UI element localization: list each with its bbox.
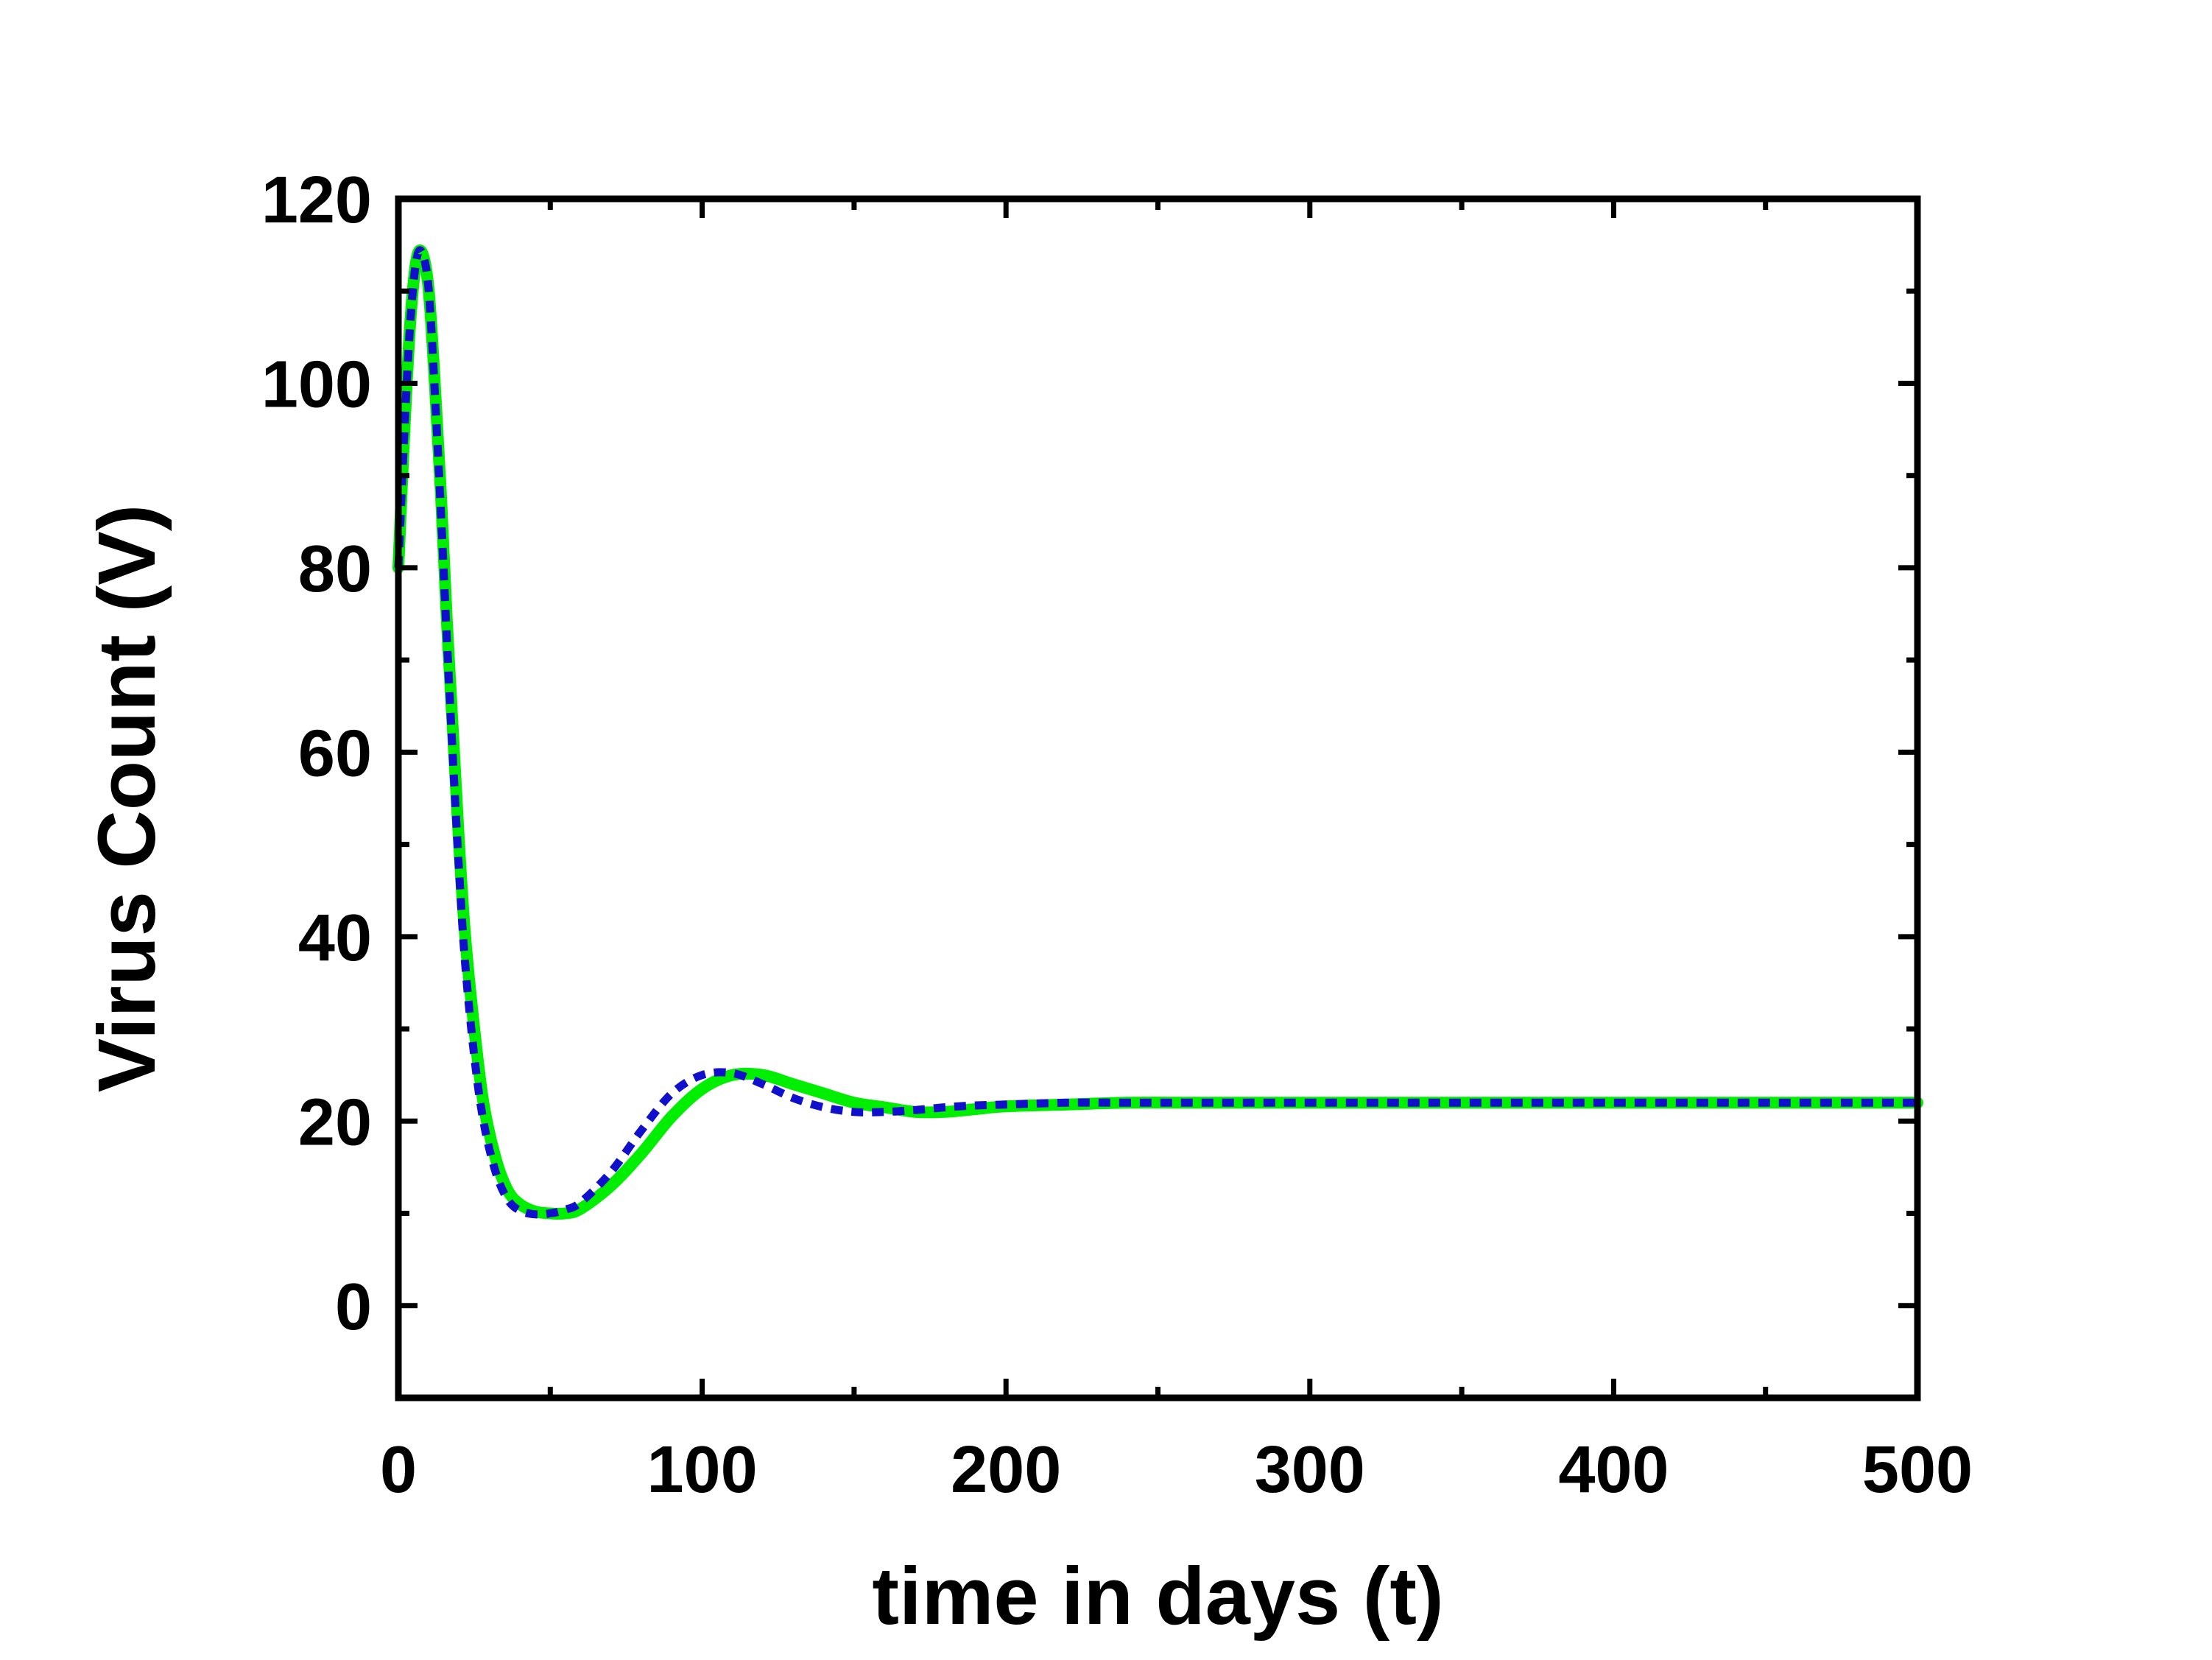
y-tick-label: 100 [261,348,372,421]
y-tick-label: 0 [335,1270,372,1344]
series-layer [392,245,1923,1220]
y-tick-label: 80 [298,532,372,606]
y-tick-label: 20 [298,1086,372,1159]
x-tick-label: 300 [1255,1433,1365,1507]
y-tick-label: 40 [298,901,372,975]
plot-frame [395,195,1921,1401]
ticks-layer [395,196,1920,1401]
x-axis-label: time in days (t) [872,1551,1443,1642]
labels-layer: 0 100 200 300 400 500 0 20 40 60 80 100 120 [261,163,1973,1507]
x-tick-label: 200 [951,1433,1061,1507]
x-tick-label: 400 [1558,1433,1669,1507]
x-tick-label: 100 [647,1433,758,1507]
y-tick-label: 60 [298,717,372,790]
y-axis-label: Virus Count (V) [82,504,172,1093]
series-line-solid [392,245,1923,1220]
y-tick-label: 120 [261,163,372,237]
series-line-dotted [394,246,1917,1219]
x-tick-label: 0 [380,1433,417,1507]
x-tick-label: 500 [1862,1433,1973,1507]
